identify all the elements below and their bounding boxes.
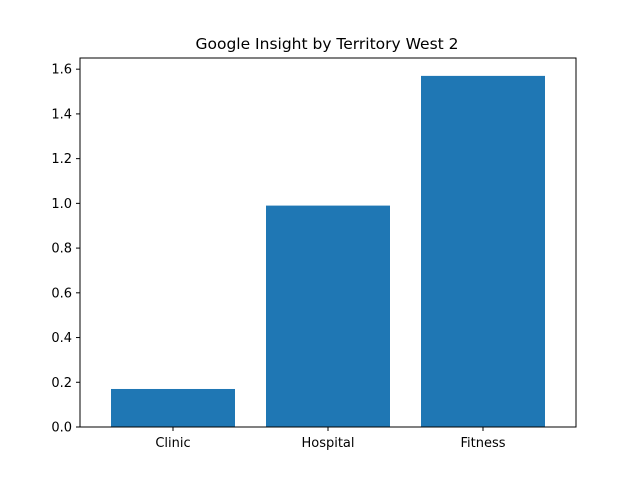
y-axis: 0.0 0.2 0.4 0.6 0.8 1.0 1.2 1.4 1.6 xyxy=(51,63,80,436)
plot-frame xyxy=(79,57,577,428)
y-tick-label: 0.6 xyxy=(51,286,72,301)
y-tick-label: 0.8 xyxy=(51,242,72,257)
x-tick-label: Clinic xyxy=(155,436,190,451)
chart-title: Google Insight by Territory West 2 xyxy=(195,35,458,53)
bar-fitness xyxy=(421,75,545,428)
y-tick-label: 1.4 xyxy=(51,107,72,122)
x-tick-label: Fitness xyxy=(460,436,505,451)
bar-hospital xyxy=(266,205,390,427)
y-tick-label: 0.2 xyxy=(51,376,72,391)
y-tick-label: 0.4 xyxy=(51,331,72,346)
y-tick-label: 0.0 xyxy=(51,421,72,436)
y-tick-label: 1.6 xyxy=(51,63,72,78)
x-tick-label: Hospital xyxy=(301,436,354,451)
x-axis: Clinic Hospital Fitness xyxy=(155,427,506,451)
y-tick-label: 1.2 xyxy=(51,152,72,167)
bars-group xyxy=(111,75,545,428)
y-tick-label: 1.0 xyxy=(51,197,72,212)
bar-clinic xyxy=(111,388,235,427)
